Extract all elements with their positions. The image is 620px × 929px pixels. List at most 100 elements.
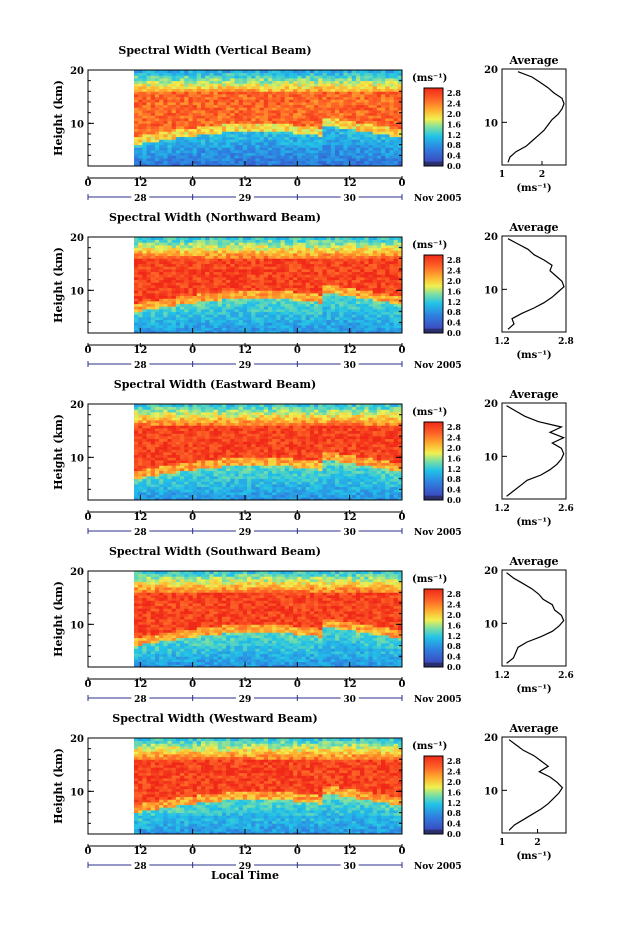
y-axis-label: Height (km) (52, 414, 65, 490)
y-axis-label: Height (km) (52, 581, 65, 657)
x-tick-label: 12 (133, 679, 147, 690)
heatmap-cells (134, 237, 403, 334)
average-profile-line (506, 572, 565, 664)
average-x-tick-label: 1.2 (494, 671, 510, 681)
date-label-bg (236, 859, 254, 870)
heatmap-cells (134, 404, 403, 501)
date-suffix: Nov 2005 (414, 361, 462, 371)
colorbar-tick-label: 0.4 (447, 819, 461, 829)
average-frame (501, 569, 567, 667)
x-tick-label: 0 (189, 178, 196, 189)
colorbar-tick-label: 1.6 (447, 286, 461, 296)
average-title: Average (508, 54, 558, 67)
colorbar-tick-label: 0.4 (447, 485, 461, 495)
date-suffix: Nov 2005 (414, 194, 462, 204)
average-y-tick-label: 10 (484, 452, 498, 463)
average-profile-line (508, 739, 564, 831)
average-x-tick-label: 2.6 (558, 671, 574, 681)
date-label: 30 (343, 862, 356, 872)
x-tick-label: 12 (238, 178, 252, 189)
x-tick-label: 0 (399, 345, 406, 356)
colorbar (423, 254, 444, 334)
average-x-tick-label: 2 (539, 170, 545, 180)
colorbar-tick-label: 2.0 (447, 276, 461, 286)
panel-title: Spectral Width (Southward Beam) (109, 545, 321, 558)
x-tick-label: 12 (133, 846, 147, 857)
colorbar-tick-label: 1.2 (447, 631, 461, 641)
date-label-bg (131, 692, 150, 703)
colorbar-tick-label: 2.4 (447, 600, 461, 610)
date-label-bg (131, 191, 150, 202)
date-suffix: Nov 2005 (414, 528, 462, 538)
date-label: 29 (239, 695, 252, 705)
colorbar-tick-label: 2.4 (447, 767, 461, 777)
x-tick-label: 12 (238, 345, 252, 356)
date-label: 28 (134, 862, 147, 872)
colorbar-tick-label: 2.0 (447, 109, 461, 119)
heatmap-cells (134, 571, 403, 668)
average-x-label: (ms⁻¹) (516, 517, 551, 528)
colorbar (423, 755, 444, 835)
average-x-tick-label: 2 (534, 838, 540, 848)
average-x-tick-label: 1.2 (494, 504, 510, 514)
colorbar-tick-label: 0.4 (447, 151, 461, 161)
date-label: 29 (239, 361, 252, 371)
colorbar-tick-label: 1.2 (447, 297, 461, 307)
average-title: Average (508, 221, 558, 234)
date-label-bg (340, 692, 359, 703)
x-tick-label: 0 (85, 345, 92, 356)
y-tick-label: 10 (70, 787, 84, 798)
average-title: Average (508, 722, 558, 735)
x-tick-label: 12 (133, 345, 147, 356)
average-x-tick-label: 1 (499, 838, 505, 848)
colorbar-tick-label: 1.6 (447, 119, 461, 129)
colorbar-tick-label: 0.8 (447, 808, 461, 818)
x-tick-label: 0 (294, 679, 301, 690)
x-tick-label: 0 (399, 846, 406, 857)
average-profile-line (507, 71, 565, 163)
x-tick-label: 0 (294, 846, 301, 857)
colorbar (423, 588, 444, 668)
panel-2: Spectral Width (Eastward Beam) 10 20 Height… (52, 378, 574, 538)
date-label-bg (236, 191, 254, 202)
average-x-label: (ms⁻¹) (516, 851, 551, 862)
date-label-bg (131, 859, 150, 870)
colorbar-tick-label: 2.8 (447, 255, 461, 265)
average-frame (501, 68, 567, 166)
x-tick-label: 0 (399, 178, 406, 189)
colorbar-tick-label: 2.8 (447, 756, 461, 766)
average-profile-line (507, 238, 565, 330)
colorbar-unit: (ms⁻¹) (412, 407, 447, 418)
average-x-label: (ms⁻¹) (516, 684, 551, 695)
date-label-bg (236, 692, 254, 703)
date-label: 28 (134, 361, 147, 371)
colorbar-tick-label: 0.0 (447, 161, 461, 171)
panel-4: Spectral Width (Westward Beam)1020Height… (52, 712, 567, 872)
x-tick-label: 12 (343, 512, 357, 523)
average-x-label: (ms⁻¹) (516, 183, 551, 194)
date-label-bg (340, 358, 359, 369)
colorbar-unit: (ms⁻¹) (412, 73, 447, 84)
x-tick-label: 12 (238, 512, 252, 523)
x-tick-label: 0 (85, 178, 92, 189)
colorbar-tick-label: 0.0 (447, 328, 461, 338)
x-tick-label: 12 (133, 178, 147, 189)
x-tick-label: 0 (189, 512, 196, 523)
average-y-tick-label: 20 (484, 733, 498, 744)
heatmap-cells (134, 738, 403, 835)
x-tick-label: 12 (343, 679, 357, 690)
y-axis-label: Height (km) (52, 748, 65, 824)
date-label: 29 (239, 194, 252, 204)
colorbar-tick-label: 2.4 (447, 99, 461, 109)
x-tick-label: 12 (343, 345, 357, 356)
x-tick-label: 12 (133, 512, 147, 523)
colorbar-tick-label: 2.0 (447, 443, 461, 453)
average-y-tick-label: 20 (484, 399, 498, 410)
colorbar-tick-label: 1.6 (447, 620, 461, 630)
y-tick-label: 20 (70, 567, 84, 578)
average-y-tick-label: 20 (484, 232, 498, 243)
date-label-bg (340, 191, 359, 202)
date-label: 30 (343, 528, 356, 538)
panel-title: Spectral Width (Vertical Beam) (118, 44, 311, 57)
x-tick-label: 0 (294, 512, 301, 523)
